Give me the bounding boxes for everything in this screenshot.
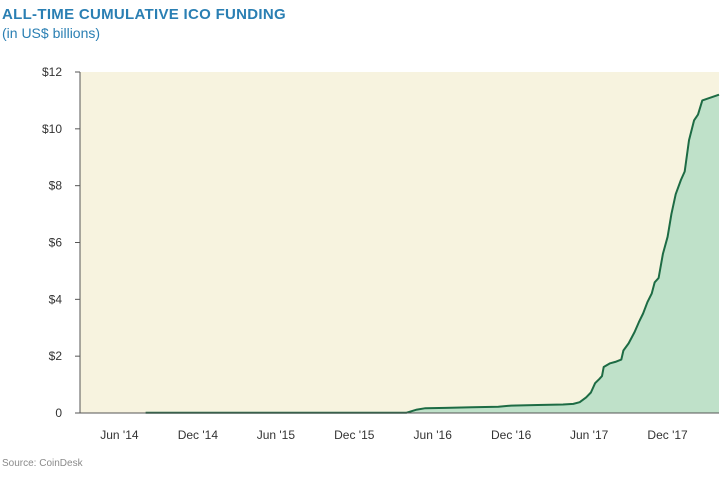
x-tick-label: Jun '17 [570, 428, 609, 442]
series-area [145, 94, 720, 413]
x-tick-label: Jun '14 [100, 428, 139, 442]
x-tick-label: Dec '15 [334, 428, 375, 442]
y-tick-label: $6 [49, 236, 63, 250]
chart-title: ALL-TIME CUMULATIVE ICO FUNDING [2, 6, 286, 23]
x-tick-label: Jun '15 [257, 428, 296, 442]
plot-background [80, 72, 719, 413]
series-line [145, 93, 720, 414]
y-tick-label: $12 [42, 65, 62, 79]
x-tick-label: Dec '14 [178, 428, 219, 442]
source-note: Source: CoinDesk [2, 458, 83, 469]
y-tick-label: $8 [49, 179, 63, 193]
y-tick-label: $4 [49, 292, 63, 306]
y-tick-label: $10 [42, 122, 62, 136]
y-tick-label: 0 [55, 406, 62, 420]
y-tick-label: $2 [49, 349, 63, 363]
chart-subtitle: (in US$ billions) [2, 25, 101, 41]
x-tick-label: Dec '16 [491, 428, 532, 442]
x-tick-label: Dec '17 [647, 428, 688, 442]
x-tick-label: Jun '16 [414, 428, 453, 442]
